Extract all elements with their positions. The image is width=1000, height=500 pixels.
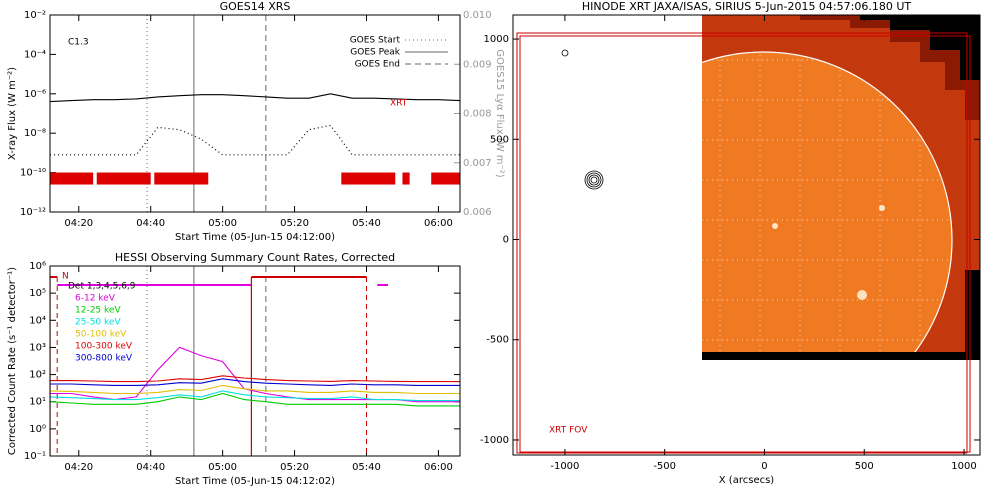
- y-tick-label: 1000: [484, 34, 509, 45]
- bright-point: [772, 223, 778, 229]
- y-axis-label: Corrected Count Rate (s⁻¹ detector⁻¹): [7, 267, 18, 455]
- legend-label: 50-100 keV: [75, 330, 127, 340]
- legend-title: Det 1,3,4,5,6,9: [68, 282, 136, 292]
- y-axis-label: X-ray Flux (W m⁻²): [7, 67, 18, 160]
- series-line: [50, 392, 460, 407]
- panel: GOES14 XRS Start Time (05-Jun-15 04:12:00…: [7, 0, 505, 243]
- y-tick-label: 10²: [29, 370, 46, 381]
- fov-label: XRT FOV: [549, 426, 588, 436]
- legend-label: 300-800 keV: [75, 354, 133, 364]
- y-tick-label: 10⁻¹⁰: [20, 168, 46, 179]
- y-tick-label: 10⁻⁸: [24, 128, 46, 139]
- xrt-bar: [431, 172, 460, 185]
- plot-area: [50, 15, 460, 212]
- y-tick-label: 10⁵: [29, 288, 46, 299]
- panel: HINODE XRT JAXA/ISAS, SIRIUS 5-Jun-2015 …: [480, 0, 981, 486]
- x-tick-label: 04:20: [64, 218, 93, 229]
- y-tick-label: -1000: [480, 435, 509, 446]
- x-tick-label: 04:40: [136, 462, 165, 473]
- series-line: [50, 124, 460, 156]
- x-tick-label: 04:40: [136, 218, 165, 229]
- xrt-bar: [402, 172, 410, 185]
- xrt-bar: [96, 172, 151, 185]
- y-tick-label: 10⁻¹: [24, 451, 46, 462]
- y-tick-label: 0: [503, 235, 509, 246]
- bright-point: [879, 205, 885, 211]
- contours: [561, 49, 604, 190]
- series-line: [50, 375, 460, 383]
- image-edge: [965, 270, 980, 360]
- y2-tick-label: 0.010: [463, 10, 492, 21]
- plot-area: [50, 266, 460, 456]
- y-tick-label: 10³: [29, 342, 46, 353]
- y2-tick-label: 0.007: [463, 158, 492, 169]
- legend-label: 25-50 keV: [75, 318, 121, 328]
- y-tick-label: 10¹: [29, 397, 46, 408]
- xrt-fov: [516, 32, 971, 454]
- y-tick-label: 10⁻²: [24, 10, 46, 21]
- legend-label: GOES End: [355, 60, 400, 70]
- x-tick-label: 05:00: [208, 462, 237, 473]
- x-tick-label: 05:00: [208, 218, 237, 229]
- x-tick-label: 0: [761, 461, 767, 472]
- series-line: [50, 93, 460, 103]
- xrt-bar: [341, 172, 396, 185]
- y2-axis-label: GOES15 Lyα Flux (W m⁻²): [494, 49, 505, 177]
- chart-title: GOES14 XRS: [220, 0, 291, 13]
- annotation: C1.3: [68, 38, 89, 48]
- plot-frame: [49, 14, 461, 213]
- y-tick-label: -500: [486, 335, 509, 346]
- y-tick-label: 500: [490, 134, 509, 145]
- x-tick-label: 05:20: [280, 218, 309, 229]
- x-tick-label: -500: [653, 461, 676, 472]
- x-tick-label: 500: [855, 461, 874, 472]
- x-tick-label: 1000: [951, 461, 976, 472]
- x-tick-label: 05:40: [352, 462, 381, 473]
- series-line: [50, 390, 460, 402]
- series-line: [50, 384, 460, 395]
- y-tick-label: 10⁻⁴: [24, 49, 46, 60]
- y-tick-label: 10⁰: [29, 424, 46, 435]
- panel: HESSI Observing Summary Count Rates, Cor…: [7, 251, 461, 487]
- night-label: N: [62, 272, 69, 282]
- x-axis-label: Start Time (05-Jun-15 04:12:02): [175, 476, 335, 487]
- legend-label: GOES Start: [350, 36, 401, 46]
- legend-label: 12-25 keV: [75, 306, 121, 316]
- x-tick-label: 05:20: [280, 462, 309, 473]
- xrt-label: XRT: [390, 99, 408, 109]
- plot-frame: [512, 14, 981, 456]
- y-tick-label: 10⁶: [29, 261, 46, 272]
- x-tick-label: 06:00: [424, 462, 453, 473]
- y-tick-label: 10⁻¹²: [20, 207, 46, 218]
- legend-label: GOES Peak: [350, 48, 400, 58]
- plot-frame: [49, 265, 461, 457]
- x-axis-label: Start Time (05-Jun-15 04:12:00): [175, 232, 335, 243]
- x-tick-label: -1000: [550, 461, 579, 472]
- y-tick-label: 10⁴: [29, 315, 46, 326]
- x-tick-label: 06:00: [424, 218, 453, 229]
- series-line: [50, 378, 460, 386]
- xrt-bar: [50, 172, 94, 185]
- chart-title: HINODE XRT JAXA/ISAS, SIRIUS 5-Jun-2015 …: [582, 0, 912, 13]
- solar-limb: [702, 51, 953, 360]
- y2-tick-label: 0.008: [463, 109, 492, 120]
- x-tick-label: 04:20: [64, 462, 93, 473]
- image-edge: [702, 352, 980, 360]
- solar-disk: [702, 52, 952, 360]
- image-corner: [860, 15, 980, 80]
- legend-label: 6-12 keV: [75, 294, 116, 304]
- xrt-image: [702, 15, 980, 360]
- y2-tick-label: 0.006: [463, 207, 492, 218]
- active-region: [857, 290, 867, 300]
- legend-label: 100-300 keV: [75, 342, 133, 352]
- xrt-bar: [154, 172, 209, 185]
- chart-title: HESSI Observing Summary Count Rates, Cor…: [115, 251, 395, 264]
- y2-tick-label: 0.009: [463, 59, 492, 70]
- x-axis-label: X (arcsecs): [719, 475, 775, 486]
- x-tick-label: 05:40: [352, 218, 381, 229]
- y-tick-label: 10⁻⁶: [24, 89, 46, 100]
